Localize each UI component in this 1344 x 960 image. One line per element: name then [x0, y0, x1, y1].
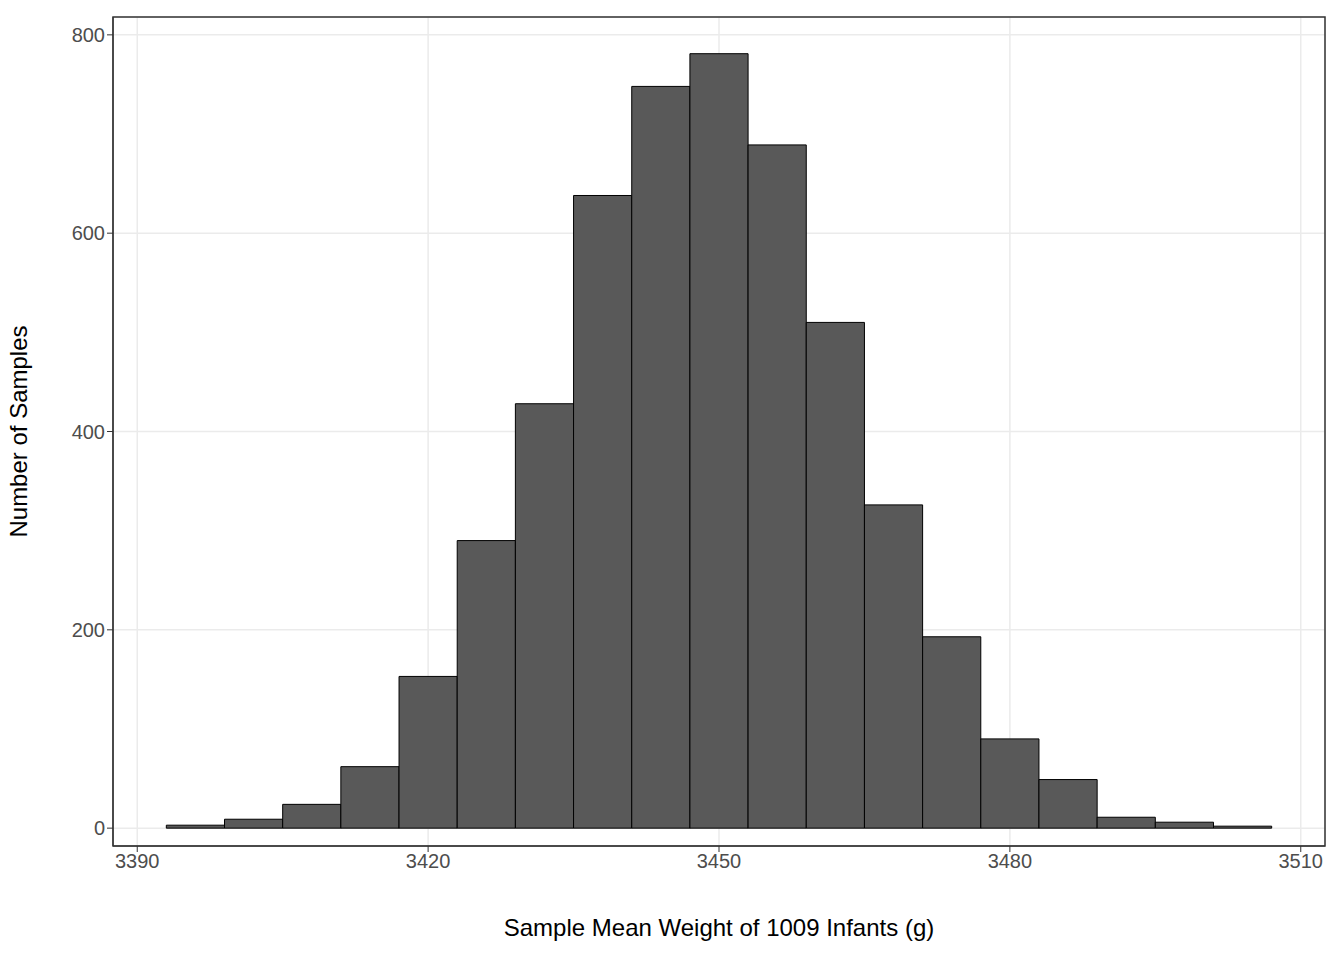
svg-text:Sample Mean Weight of 1009 Inf: Sample Mean Weight of 1009 Infants (g): [504, 914, 934, 941]
svg-text:3420: 3420: [406, 850, 451, 872]
svg-text:0: 0: [94, 817, 105, 839]
svg-text:3390: 3390: [115, 850, 160, 872]
svg-text:800: 800: [72, 24, 105, 46]
svg-text:3510: 3510: [1279, 850, 1324, 872]
svg-text:400: 400: [72, 421, 105, 443]
svg-text:200: 200: [72, 619, 105, 641]
svg-text:3480: 3480: [988, 850, 1033, 872]
svg-text:Number of Samples: Number of Samples: [8, 325, 32, 537]
svg-text:600: 600: [72, 222, 105, 244]
svg-text:3450: 3450: [697, 850, 742, 872]
